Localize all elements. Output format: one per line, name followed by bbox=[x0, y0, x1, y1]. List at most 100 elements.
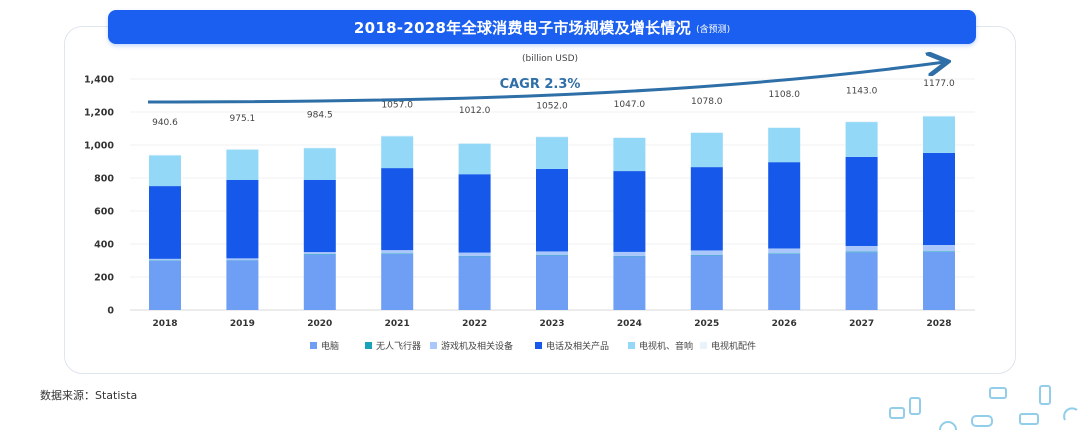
speaker-icon bbox=[909, 397, 921, 415]
data-source: 数据来源：Statista bbox=[40, 389, 138, 402]
bar-segment bbox=[768, 253, 801, 310]
bar-segment bbox=[690, 255, 723, 310]
bar-segment bbox=[923, 251, 955, 252]
total-label: 1052.0 bbox=[536, 101, 568, 111]
bar-segment bbox=[303, 252, 336, 255]
total-label: 1108.0 bbox=[768, 90, 800, 100]
bar-segment bbox=[690, 167, 723, 251]
bar-segment bbox=[149, 186, 181, 259]
bar-segment bbox=[536, 255, 568, 310]
bar-segment bbox=[768, 127, 801, 163]
total-label: 940.6 bbox=[152, 118, 178, 128]
cagr-trend-arrow bbox=[147, 62, 945, 104]
total-labels: 940.6 975.1 984.5 1057.0 1012.0 1052.0 1047.0 1… bbox=[152, 79, 955, 128]
bar-segment bbox=[226, 149, 259, 180]
legend-swatch bbox=[365, 342, 372, 349]
chart-subtitle: (含预测) bbox=[696, 25, 731, 35]
vr-headset-icon bbox=[1019, 413, 1039, 425]
y-tick-label: 200 bbox=[94, 273, 114, 284]
bars bbox=[149, 115, 955, 310]
bar-segment bbox=[768, 248, 801, 254]
total-label: 1047.0 bbox=[614, 100, 646, 110]
smartwatch-icon bbox=[1039, 385, 1051, 405]
x-tick-label: 2023 bbox=[539, 319, 564, 329]
chart-title: 2018-2028年全球消费电子市场规模及增长情况 bbox=[353, 18, 692, 37]
bar-stack-2018 bbox=[149, 154, 181, 310]
bar-segment bbox=[303, 147, 336, 149]
legend-item: 无人飞行器 bbox=[365, 340, 421, 352]
legend-item: 电视机、音响 bbox=[628, 340, 693, 352]
unit-label: (billion USD) bbox=[522, 54, 578, 64]
bar-segment bbox=[536, 251, 568, 256]
bar-segment bbox=[303, 148, 336, 180]
y-tick-label: 600 bbox=[94, 207, 114, 218]
bar-segment bbox=[923, 116, 955, 153]
bar-segment bbox=[690, 250, 723, 256]
legend-swatch bbox=[310, 342, 317, 349]
bar-stack-2022 bbox=[458, 143, 491, 310]
y-tick-label: 1,400 bbox=[84, 75, 114, 86]
bar-segment bbox=[458, 174, 491, 253]
x-tick-label: 2027 bbox=[849, 319, 874, 329]
bar-segment bbox=[381, 136, 414, 169]
bar-segment bbox=[226, 258, 259, 261]
bar-segment bbox=[536, 137, 568, 169]
bar-stack-2024 bbox=[613, 137, 646, 310]
legend-label: 无人飞行器 bbox=[376, 340, 421, 352]
bar-segment bbox=[458, 252, 491, 256]
bar-stack-2028 bbox=[923, 115, 955, 310]
y-tick-label: 1,000 bbox=[84, 141, 114, 152]
y-tick-label: 1,200 bbox=[84, 108, 114, 119]
bar-segment bbox=[613, 137, 646, 172]
bar-segment bbox=[149, 155, 181, 187]
bar-segment bbox=[613, 256, 646, 310]
x-tick-label: 2028 bbox=[926, 319, 951, 329]
x-axis: 2018 2019 2020 2021 2022 2023 2024 2025 2026 2027… bbox=[152, 319, 951, 329]
bar-stack-2025 bbox=[690, 132, 723, 310]
total-label: 984.5 bbox=[307, 111, 333, 121]
headphones-icon bbox=[939, 421, 957, 431]
y-tick-label: 800 bbox=[94, 174, 114, 185]
x-tick-label: 2018 bbox=[152, 319, 177, 329]
bar-segment bbox=[303, 179, 336, 253]
legend-label: 电视机、音响 bbox=[639, 340, 693, 352]
bar-segment bbox=[149, 154, 181, 156]
legend-item: 电话及相关产品 bbox=[535, 340, 609, 352]
total-label: 1012.0 bbox=[459, 106, 491, 116]
bar-stack-2019 bbox=[226, 149, 259, 310]
gamepad-icon bbox=[971, 415, 993, 427]
bar-segment bbox=[613, 171, 646, 252]
bar-segment bbox=[226, 149, 259, 150]
bar-stack-2027 bbox=[845, 121, 878, 310]
bar-segment bbox=[303, 254, 336, 310]
legend-swatch bbox=[430, 342, 437, 349]
bar-segment bbox=[845, 121, 878, 123]
bar-segment bbox=[923, 251, 955, 310]
y-axis: 0 200 400 600 800 1,000 1,200 1,400 bbox=[84, 75, 114, 317]
legend-item: 游戏机及相关设备 bbox=[430, 340, 513, 352]
total-label: 1177.0 bbox=[923, 79, 955, 89]
bar-segment bbox=[845, 156, 878, 246]
bar-segment bbox=[381, 135, 414, 137]
bar-segment bbox=[381, 250, 414, 254]
bar-segment bbox=[845, 245, 878, 252]
legend-label: 游戏机及相关设备 bbox=[441, 340, 513, 352]
bar-segment bbox=[381, 253, 414, 310]
bar-stack-2023 bbox=[536, 136, 568, 310]
bar-segment bbox=[226, 179, 259, 259]
camera-icon bbox=[889, 407, 905, 419]
total-label: 1143.0 bbox=[846, 86, 878, 96]
bar-stack-2021 bbox=[381, 135, 414, 310]
bar-segment bbox=[536, 136, 568, 138]
bar-stack-2026 bbox=[768, 127, 801, 310]
cagr-label: CAGR 2.3% bbox=[500, 77, 581, 92]
total-label: 1078.0 bbox=[691, 97, 723, 107]
bar-segment bbox=[613, 251, 646, 256]
bar-segment bbox=[226, 260, 259, 310]
legend-label: 电视机配件 bbox=[711, 340, 756, 352]
legend: 电脑 无人飞行器 游戏机及相关设备 电话及相关产品 电视机、音响 电视机配件 bbox=[310, 340, 756, 352]
monitor-icon bbox=[989, 387, 1007, 399]
bar-stack-2020 bbox=[303, 147, 336, 310]
legend-item: 电视机配件 bbox=[700, 340, 756, 352]
